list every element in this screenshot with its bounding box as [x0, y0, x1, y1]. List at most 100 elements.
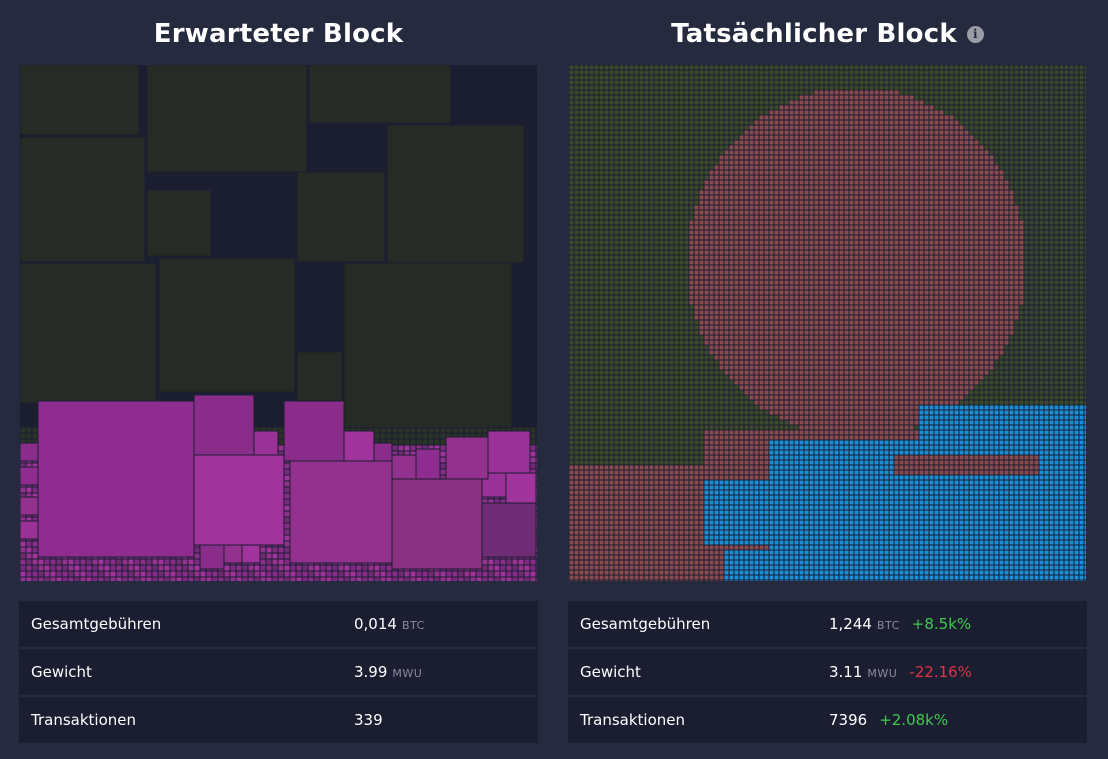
transaction-cell[interactable] [993, 94, 1000, 101]
transaction-cell[interactable] [623, 74, 630, 81]
transaction-cell[interactable] [948, 189, 955, 196]
transaction-cell[interactable] [753, 94, 760, 101]
transaction-cell[interactable] [569, 124, 575, 131]
transaction-cell[interactable] [1038, 79, 1045, 86]
transaction-cell[interactable] [858, 134, 865, 141]
transaction-cell[interactable] [948, 179, 955, 186]
transaction-cell[interactable] [1018, 109, 1025, 116]
transaction-cell[interactable] [569, 119, 575, 126]
transaction-cell[interactable] [1078, 139, 1085, 146]
transaction-cell[interactable] [693, 144, 700, 151]
transaction-cell[interactable] [773, 144, 780, 151]
transaction-cell[interactable] [733, 159, 740, 166]
transaction-cell[interactable] [908, 174, 915, 181]
transaction-cell[interactable] [738, 149, 745, 156]
transaction-cell[interactable] [873, 169, 880, 176]
transaction-cell[interactable] [763, 159, 770, 166]
transaction-cell[interactable] [758, 179, 765, 186]
transaction-cell[interactable] [193, 576, 201, 581]
transaction-cell[interactable] [433, 570, 441, 578]
transaction-cell[interactable] [758, 189, 765, 196]
transaction-cell[interactable] [838, 69, 845, 76]
transaction-cell[interactable] [678, 184, 685, 191]
transaction-cell[interactable] [608, 79, 615, 86]
transaction-cell[interactable] [978, 69, 985, 76]
transaction-cell[interactable] [535, 558, 537, 566]
transaction-cell[interactable] [693, 189, 700, 196]
transaction-cell[interactable] [883, 154, 890, 161]
transaction-cell[interactable] [918, 109, 925, 116]
transaction-cell[interactable] [1073, 79, 1080, 86]
transaction-cell[interactable] [31, 540, 39, 548]
transaction-cell[interactable] [578, 94, 585, 101]
transaction-cell[interactable] [499, 570, 507, 578]
transaction-cell[interactable] [838, 119, 845, 126]
transaction-cell[interactable] [718, 149, 725, 156]
transaction-cell[interactable] [1083, 134, 1086, 141]
transaction-cell[interactable] [517, 576, 525, 581]
transaction-cell[interactable] [783, 119, 790, 126]
transaction-cell[interactable] [307, 564, 315, 572]
transaction-cell[interactable] [868, 114, 875, 121]
transaction-cell[interactable] [883, 124, 890, 131]
transaction-cell[interactable] [608, 134, 615, 141]
transaction-cell[interactable] [1058, 164, 1065, 171]
transaction-cell[interactable] [728, 189, 735, 196]
transaction-cell[interactable] [863, 159, 870, 166]
transaction-cell[interactable] [613, 99, 620, 106]
transaction-cell[interactable] [948, 184, 955, 191]
transaction-cell[interactable] [1058, 69, 1065, 76]
transaction-cell[interactable] [838, 174, 845, 181]
transaction-cell[interactable] [713, 139, 720, 146]
transaction-cell[interactable] [868, 184, 875, 191]
transaction-cell[interactable] [823, 69, 830, 76]
transaction-cell[interactable] [653, 149, 660, 156]
transaction-cell[interactable] [758, 159, 765, 166]
transaction-cell[interactable] [1073, 149, 1080, 156]
transaction-cell[interactable] [73, 564, 81, 572]
transaction-cell[interactable] [1018, 79, 1025, 86]
transaction-cell[interactable] [211, 570, 219, 578]
transaction-cell[interactable] [848, 154, 855, 161]
transaction-cell[interactable] [983, 109, 990, 116]
transaction-cell[interactable] [648, 84, 655, 91]
transaction-cell[interactable] [583, 164, 590, 171]
transaction-cell[interactable] [913, 189, 920, 196]
transaction-cell[interactable] [397, 438, 405, 446]
transaction-cell[interactable] [623, 94, 630, 101]
transaction-cell[interactable] [658, 189, 665, 196]
transaction-cell[interactable] [933, 69, 940, 76]
transaction-cell[interactable] [367, 576, 375, 581]
transaction-cell[interactable] [953, 169, 960, 176]
transaction-cell[interactable] [923, 129, 930, 136]
transaction-cell[interactable] [633, 109, 640, 116]
transaction-cell[interactable] [475, 576, 483, 581]
transaction-cell[interactable] [301, 570, 309, 578]
transaction-cell[interactable] [1008, 159, 1015, 166]
transaction-cell[interactable] [698, 74, 705, 81]
transaction-cell[interactable] [863, 94, 870, 101]
transaction-cell[interactable] [683, 169, 690, 176]
transaction-cell[interactable] [858, 189, 865, 196]
transaction-cell[interactable] [823, 89, 830, 96]
transaction-cell[interactable] [573, 94, 580, 101]
transaction-cell[interactable] [283, 498, 291, 506]
transaction-cell[interactable] [693, 79, 700, 86]
transaction-cell[interactable] [593, 99, 600, 106]
transaction-cell[interactable] [37, 576, 45, 581]
transaction-cell[interactable] [25, 564, 33, 572]
transaction-cell[interactable] [748, 154, 755, 161]
transaction-cell[interactable] [778, 69, 785, 76]
transaction-cell[interactable] [1038, 179, 1045, 186]
transaction-cell[interactable] [31, 558, 39, 566]
transaction-cell[interactable] [808, 99, 815, 106]
transaction-cell[interactable] [1078, 179, 1085, 186]
transaction-cell[interactable] [439, 576, 447, 581]
transaction-cell[interactable] [858, 139, 865, 146]
transaction-cell[interactable] [1003, 99, 1010, 106]
high-fee-transaction[interactable] [20, 466, 39, 486]
transaction-cell[interactable] [763, 84, 770, 91]
transaction-cell[interactable] [893, 74, 900, 81]
transaction-cell[interactable] [993, 179, 1000, 186]
transaction-cell[interactable] [653, 65, 660, 71]
